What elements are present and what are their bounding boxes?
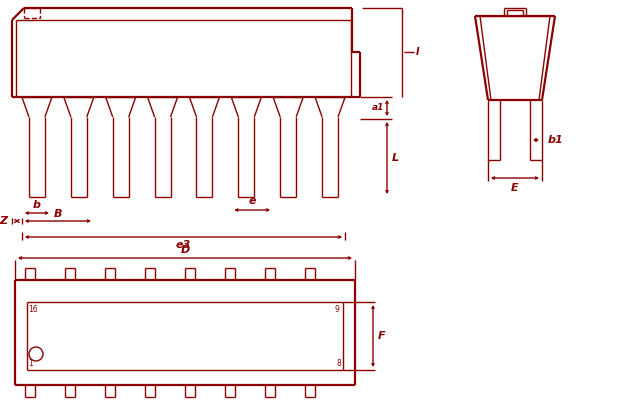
Text: e3: e3 bbox=[176, 240, 191, 250]
Text: Z: Z bbox=[0, 216, 7, 226]
Text: a1: a1 bbox=[372, 104, 384, 113]
Text: D: D bbox=[180, 245, 190, 255]
Text: 16: 16 bbox=[28, 304, 38, 313]
Text: E: E bbox=[511, 183, 519, 193]
Text: 8: 8 bbox=[336, 359, 341, 368]
Text: 9: 9 bbox=[334, 304, 339, 313]
Text: b1: b1 bbox=[548, 135, 564, 145]
Text: L: L bbox=[391, 153, 399, 163]
Text: 1: 1 bbox=[29, 359, 33, 368]
Text: F: F bbox=[378, 331, 386, 341]
Text: b: b bbox=[33, 200, 41, 210]
Text: e: e bbox=[248, 196, 256, 206]
Text: B: B bbox=[54, 209, 62, 219]
Text: I: I bbox=[416, 47, 420, 57]
